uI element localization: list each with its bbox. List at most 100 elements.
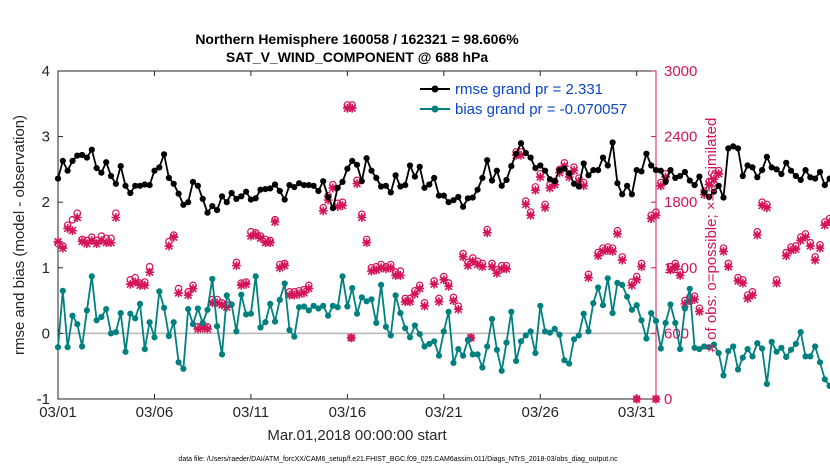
rmse-point: [204, 209, 211, 216]
x-tick-label: 03/26: [521, 404, 559, 421]
obs-assimilated-point: [521, 199, 531, 209]
obs-assimilated-point: [627, 280, 637, 290]
rmse-point: [648, 162, 655, 169]
x-tick-label: 03/31: [618, 404, 656, 421]
rmse-point: [175, 190, 182, 197]
rmse-point: [358, 178, 365, 185]
rmse-point: [151, 167, 158, 174]
bias-point: [517, 338, 525, 345]
rmse-point: [339, 178, 346, 185]
bias-point: [233, 328, 240, 335]
bias-point: [604, 275, 611, 282]
bias-point: [329, 302, 336, 309]
obs-assimilated-point: [801, 232, 810, 242]
obs-assimilated-point: [130, 277, 140, 287]
rmse-point: [325, 193, 332, 201]
bias-point: [744, 346, 751, 353]
bias-point: [132, 315, 139, 322]
plot-area: [57, 70, 657, 400]
rmse-point: [624, 182, 631, 189]
obs-assimilated-point: [111, 213, 121, 222]
obs-assimilated-point: [748, 290, 757, 300]
obs-assimilated-point: [651, 210, 661, 220]
rmse-point: [271, 181, 279, 188]
bias-point: [228, 301, 235, 308]
bias-point: [334, 304, 341, 311]
obs-assimilated-point: [637, 262, 646, 272]
bias-point: [460, 352, 467, 359]
rmse-point: [816, 168, 824, 176]
bias-point: [556, 331, 563, 338]
bias-point: [773, 348, 780, 355]
bias-point: [353, 310, 361, 317]
rmse-point: [566, 170, 573, 177]
bias-point: [469, 351, 476, 358]
bias-point: [667, 301, 674, 308]
bias-point: [783, 353, 790, 361]
bias-point: [498, 367, 505, 374]
rmse-point: [604, 162, 611, 169]
bias-point: [464, 336, 471, 344]
obs-assimilated-point: [550, 180, 560, 190]
rmse-point: [787, 167, 795, 174]
rmse-point: [218, 193, 226, 200]
obs-assimilated-point: [656, 181, 666, 191]
rmse-point: [619, 191, 626, 198]
obs-assimilated-point: [593, 251, 603, 261]
obs-assimilated-point: [540, 203, 550, 213]
obs-assimilated-point: [338, 201, 347, 210]
bias-point: [474, 351, 481, 358]
obs-assimilated-point: [145, 267, 155, 277]
bias-point: [54, 344, 62, 351]
bias-point: [83, 307, 90, 314]
obs-assimilated-point: [367, 266, 376, 276]
rmse-point: [431, 174, 438, 181]
rmse-point: [406, 162, 414, 169]
rmse-point: [281, 196, 288, 203]
rmse-point: [103, 159, 110, 166]
rmse-point: [537, 162, 544, 169]
bias-point: [561, 357, 568, 364]
rmse-point: [667, 167, 674, 174]
bias-point: [349, 285, 356, 292]
rmse-point: [267, 185, 274, 192]
bias-point: [672, 319, 679, 326]
obs-assimilated-point: [232, 261, 241, 271]
obs-assimilated-point: [169, 232, 179, 242]
obs-assimilated-point: [396, 271, 405, 280]
rmse-point: [93, 165, 100, 172]
bias-point: [88, 273, 95, 280]
obs-assimilated-point: [449, 296, 458, 305]
obs-assimilated-point: [666, 265, 675, 275]
bias-point: [373, 319, 380, 326]
obs-assimilated-point: [280, 261, 290, 271]
bias-point: [300, 303, 308, 310]
bias-point: [98, 313, 105, 321]
bias-point: [103, 306, 110, 313]
obs-assimilated-point: [207, 298, 217, 308]
rmse-point: [720, 194, 727, 201]
obs-assimilated-point: [391, 271, 400, 280]
bias-point: [387, 332, 394, 339]
bias-point: [161, 304, 168, 311]
rmse-point: [797, 176, 804, 183]
bias-point: [730, 343, 737, 350]
rmse-point: [127, 189, 134, 197]
bias-point: [763, 380, 771, 387]
bias-point: [141, 346, 148, 353]
bias-point: [64, 344, 71, 351]
rmse-point: [826, 175, 830, 182]
obs-assimilated-point: [714, 169, 724, 179]
rmse-point: [286, 182, 293, 189]
rmse-point: [189, 178, 197, 185]
obs-assimilated-point: [318, 206, 328, 216]
rmse-point: [79, 151, 86, 159]
obs-assimilated-point: [72, 213, 82, 222]
bias-point: [358, 294, 365, 301]
rmse-point: [730, 143, 737, 150]
chart-title-line1: Northern Hemisphere 160058 / 162321 = 98…: [195, 31, 519, 47]
rmse-point: [450, 197, 457, 204]
chart-title-line2: SAT_V_WIND_COMPONENT @ 688 hPa: [226, 49, 489, 65]
